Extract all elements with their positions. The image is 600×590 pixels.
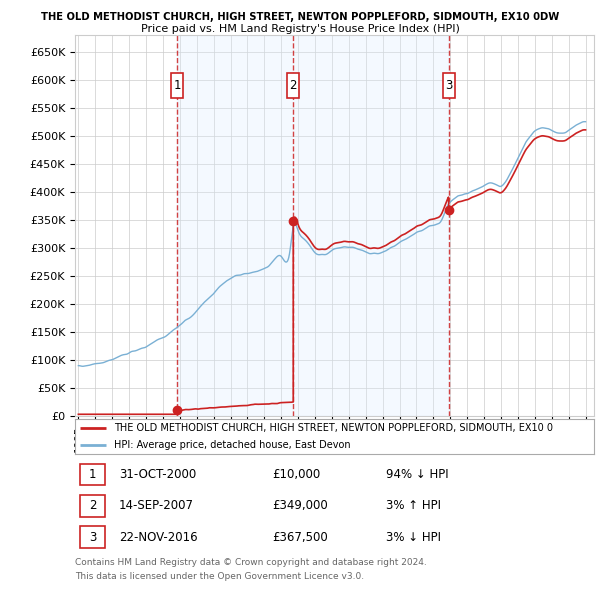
Text: 22-NOV-2016: 22-NOV-2016: [119, 530, 198, 543]
Text: Contains HM Land Registry data © Crown copyright and database right 2024.: Contains HM Land Registry data © Crown c…: [75, 558, 427, 566]
Text: This data is licensed under the Open Government Licence v3.0.: This data is licensed under the Open Gov…: [75, 572, 364, 581]
FancyBboxPatch shape: [287, 73, 299, 98]
Text: 1: 1: [89, 468, 97, 481]
Bar: [177, 35, 449, 416]
Text: 2: 2: [89, 499, 97, 513]
Text: 14-SEP-2007: 14-SEP-2007: [119, 499, 194, 513]
Text: 2: 2: [290, 78, 297, 91]
Text: £349,000: £349,000: [272, 499, 328, 513]
Text: 3: 3: [89, 530, 97, 543]
Text: 3: 3: [445, 78, 452, 91]
FancyBboxPatch shape: [80, 464, 105, 486]
Text: HPI: Average price, detached house, East Devon: HPI: Average price, detached house, East…: [114, 440, 350, 450]
Text: 1: 1: [173, 78, 181, 91]
Text: THE OLD METHODIST CHURCH, HIGH STREET, NEWTON POPPLEFORD, SIDMOUTH, EX10 0DW: THE OLD METHODIST CHURCH, HIGH STREET, N…: [41, 12, 559, 22]
FancyBboxPatch shape: [80, 495, 105, 517]
Text: 3% ↑ HPI: 3% ↑ HPI: [386, 499, 442, 513]
FancyBboxPatch shape: [80, 526, 105, 548]
FancyBboxPatch shape: [443, 73, 455, 98]
Text: £367,500: £367,500: [272, 530, 328, 543]
Text: 31-OCT-2000: 31-OCT-2000: [119, 468, 196, 481]
Text: 94% ↓ HPI: 94% ↓ HPI: [386, 468, 449, 481]
Text: £10,000: £10,000: [272, 468, 320, 481]
FancyBboxPatch shape: [171, 73, 183, 98]
Text: 3% ↓ HPI: 3% ↓ HPI: [386, 530, 442, 543]
Text: Price paid vs. HM Land Registry's House Price Index (HPI): Price paid vs. HM Land Registry's House …: [140, 24, 460, 34]
Text: THE OLD METHODIST CHURCH, HIGH STREET, NEWTON POPPLEFORD, SIDMOUTH, EX10 0: THE OLD METHODIST CHURCH, HIGH STREET, N…: [114, 424, 553, 434]
